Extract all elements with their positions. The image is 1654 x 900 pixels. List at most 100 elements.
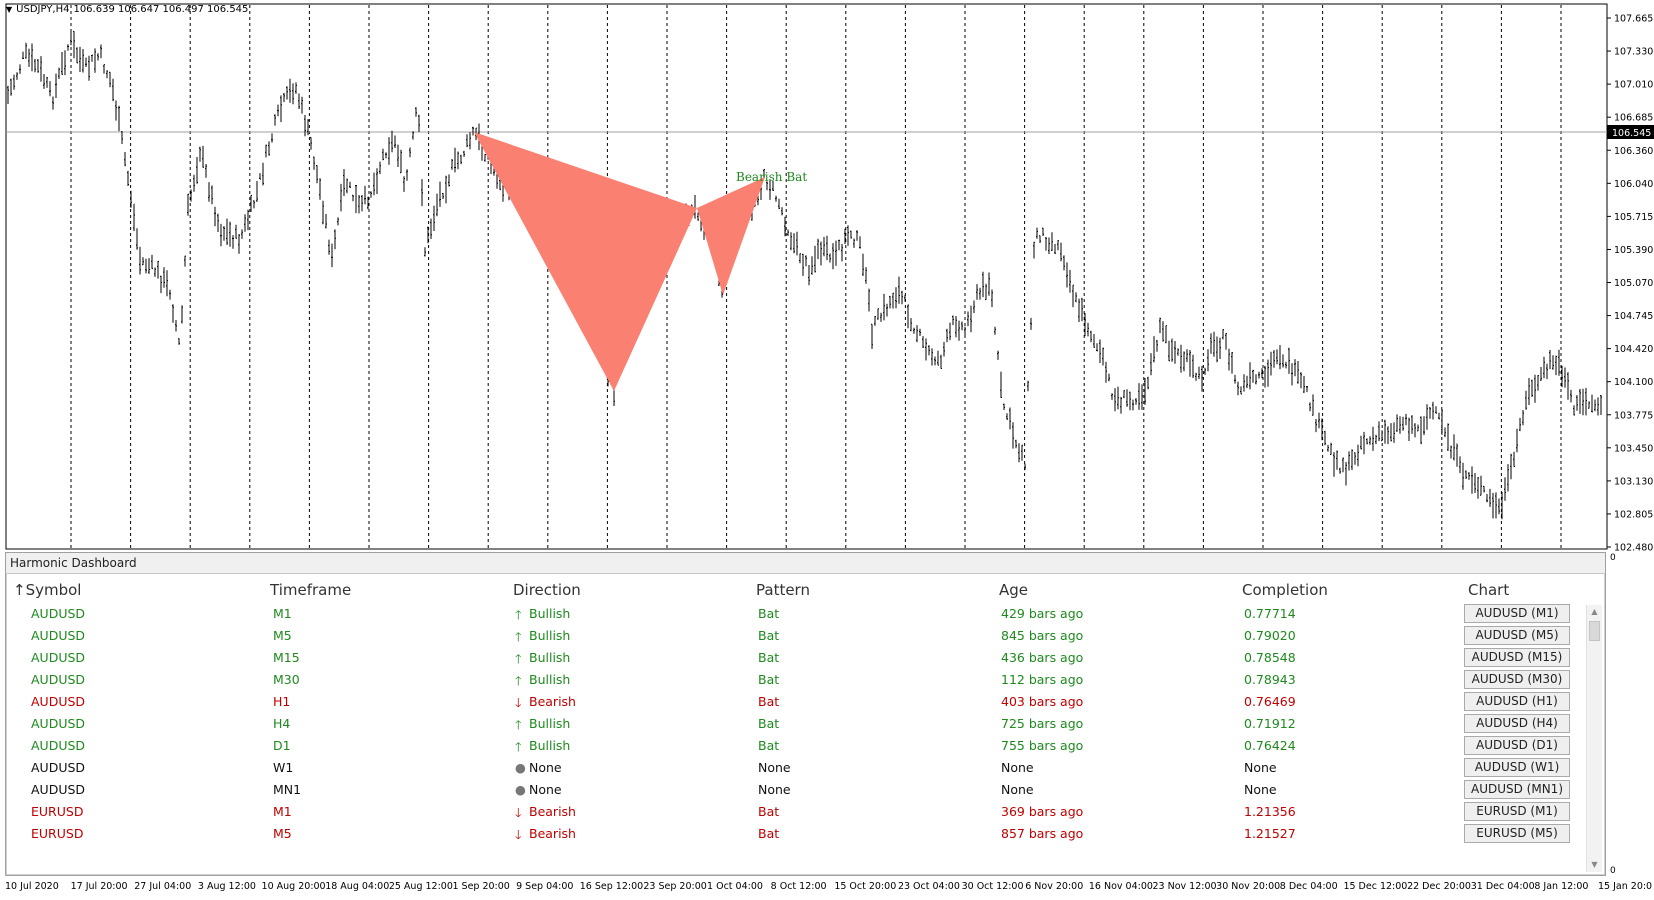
cell-symbol: AUDUSD [31, 760, 86, 775]
price-tick-label: 105.390 [1614, 245, 1653, 256]
cell-timeframe: W1 [273, 760, 294, 775]
cell-direction: Bearish [529, 804, 576, 819]
col-pattern-header[interactable]: Pattern [756, 581, 810, 599]
open-chart-button[interactable]: EURUSD (M5) [1464, 824, 1570, 843]
table-row: AUDUSD H4 🡑 Bullish Bat 725 bars ago 0.71912 AU… [7, 713, 1582, 735]
current-price-label: 106.545 [1612, 128, 1651, 139]
chart-canvas[interactable]: Bearish Bat 106.545 107.665 107.330 107.01… [0, 0, 1654, 552]
cell-age: 755 bars ago [1001, 738, 1084, 753]
table-row: AUDUSD M30 🡑 Bullish Bat 112 bars ago 0.78943 A… [7, 669, 1582, 691]
cell-completion: 0.76469 [1244, 694, 1296, 709]
time-tick-label: 10 Jul 2020 [5, 881, 59, 892]
price-chart[interactable]: Bearish Bat 106.545 107.665 107.330 107.01… [0, 0, 1654, 552]
chart-symbol: USDJPY,H4 [16, 4, 70, 15]
open-chart-button[interactable]: AUDUSD (M5) [1464, 626, 1570, 645]
time-tick-label: 27 Jul 04:00 [134, 881, 192, 892]
dashboard-scrollbar[interactable]: ▲ ▼ [1586, 605, 1602, 872]
open-chart-button[interactable]: AUDUSD (M30) [1464, 670, 1570, 689]
dot-icon: ● [515, 782, 526, 797]
harmonic-dashboard: Harmonic Dashboard ↑Symbol Timeframe Dir… [5, 552, 1606, 876]
cell-age: 369 bars ago [1001, 804, 1084, 819]
cell-timeframe: H1 [273, 694, 291, 709]
table-row: AUDUSD M5 🡑 Bullish Bat 845 bars ago 0.79020 AU… [7, 625, 1582, 647]
table-row: EURUSD M5 🡓 Bearish Bat 857 bars ago 1.21527 EU… [7, 823, 1582, 845]
time-tick-label: 15 Dec 12:00 [1343, 881, 1408, 892]
cell-completion: 0.76424 [1244, 738, 1296, 753]
time-tick-label: 30 Nov 20:00 [1216, 881, 1281, 892]
scroll-thumb[interactable] [1589, 621, 1600, 641]
cell-timeframe: M5 [273, 628, 292, 643]
cell-pattern: Bat [758, 650, 780, 665]
cell-direction: Bearish [529, 826, 576, 841]
price-tick-label: 107.665 [1614, 14, 1653, 25]
price-tick-label: 103.775 [1614, 410, 1653, 421]
cell-timeframe: M5 [273, 826, 292, 841]
cell-pattern: Bat [758, 694, 780, 709]
cell-age: 857 bars ago [1001, 826, 1084, 841]
cell-direction: None [529, 782, 562, 797]
cell-symbol: AUDUSD [31, 694, 86, 709]
time-tick-label: 3 Aug 12:00 [197, 881, 256, 892]
time-tick-label: 1 Sep 20:00 [452, 881, 510, 892]
time-grid [70, 5, 1562, 548]
cell-completion: 0.71912 [1244, 716, 1296, 731]
cell-pattern: Bat [758, 606, 780, 621]
cell-pattern: None [758, 760, 791, 775]
cell-direction: Bullish [529, 606, 571, 621]
cell-symbol: EURUSD [31, 804, 84, 819]
open-chart-button[interactable]: AUDUSD (M1) [1464, 604, 1570, 623]
cell-timeframe: M1 [273, 606, 292, 621]
scroll-up-icon[interactable]: ▲ [1591, 607, 1598, 616]
dropdown-triangle-icon[interactable]: ▼ [6, 5, 13, 14]
price-tick-label: 102.805 [1614, 509, 1653, 520]
cell-direction: Bullish [529, 716, 571, 731]
cell-symbol: AUDUSD [31, 782, 86, 797]
open-chart-button[interactable]: AUDUSD (H1) [1464, 692, 1570, 711]
dash-axis-zero-bottom: 0 [1610, 866, 1616, 876]
cell-symbol: EURUSD [31, 826, 84, 841]
pattern-label: Bearish Bat [736, 170, 807, 184]
arrow-down-icon: 🡓 [515, 827, 522, 842]
table-row: AUDUSD W1 ● None None None None AUDUSD (W1) [7, 757, 1582, 779]
price-tick-label: 106.685 [1614, 113, 1653, 124]
time-axis: 10 Jul 2020 17 Jul 20:00 27 Jul 04:00 3 Aug… [0, 876, 1654, 900]
col-timeframe-header[interactable]: Timeframe [270, 581, 352, 599]
price-tick-label: 106.040 [1614, 179, 1653, 190]
cell-pattern: Bat [758, 628, 780, 643]
cell-completion: None [1244, 782, 1277, 797]
pattern-triangle-bcd [697, 177, 765, 295]
chart-header: ▼ USDJPY,H4 106.639 106.647 106.497 106.… [6, 4, 248, 15]
cell-age: 403 bars ago [1001, 694, 1084, 709]
arrow-up-icon: 🡑 [515, 717, 522, 732]
dot-icon: ● [515, 760, 526, 775]
scroll-down-icon[interactable]: ▼ [1591, 860, 1598, 869]
open-chart-button[interactable]: AUDUSD (W1) [1464, 758, 1570, 777]
col-symbol-header[interactable]: ↑Symbol [13, 581, 82, 599]
price-tick-label: 107.010 [1614, 80, 1653, 91]
arrow-up-icon: 🡑 [515, 607, 522, 622]
time-tick-label: 10 Aug 20:00 [261, 881, 326, 892]
open-chart-button[interactable]: AUDUSD (D1) [1464, 736, 1570, 755]
cell-age: None [1001, 782, 1034, 797]
dash-axis-zero-top: 0 [1610, 553, 1616, 563]
col-direction-header[interactable]: Direction [513, 581, 581, 599]
col-chart-header[interactable]: Chart [1468, 581, 1510, 599]
cell-age: 436 bars ago [1001, 650, 1084, 665]
open-chart-button[interactable]: EURUSD (M1) [1464, 802, 1570, 821]
cell-direction: Bullish [529, 628, 571, 643]
cell-direction: Bullish [529, 672, 571, 687]
col-age-header[interactable]: Age [999, 581, 1029, 599]
time-tick-label: 15 Jan 20:0 [1598, 881, 1653, 892]
current-price-box [1607, 125, 1654, 139]
col-completion-header[interactable]: Completion [1242, 581, 1328, 599]
cell-direction: None [529, 760, 562, 775]
open-chart-button[interactable]: AUDUSD (M15) [1464, 648, 1570, 667]
time-tick-label: 30 Oct 12:00 [961, 881, 1024, 892]
open-chart-button[interactable]: AUDUSD (H4) [1464, 714, 1570, 733]
cell-pattern: Bat [758, 716, 780, 731]
time-tick-label: 31 Dec 04:00 [1470, 881, 1535, 892]
cell-completion: 1.21356 [1244, 804, 1296, 819]
cell-pattern: Bat [758, 826, 780, 841]
open-chart-button[interactable]: AUDUSD (MN1) [1464, 780, 1570, 799]
time-tick-label: 8 Dec 04:00 [1279, 881, 1338, 892]
